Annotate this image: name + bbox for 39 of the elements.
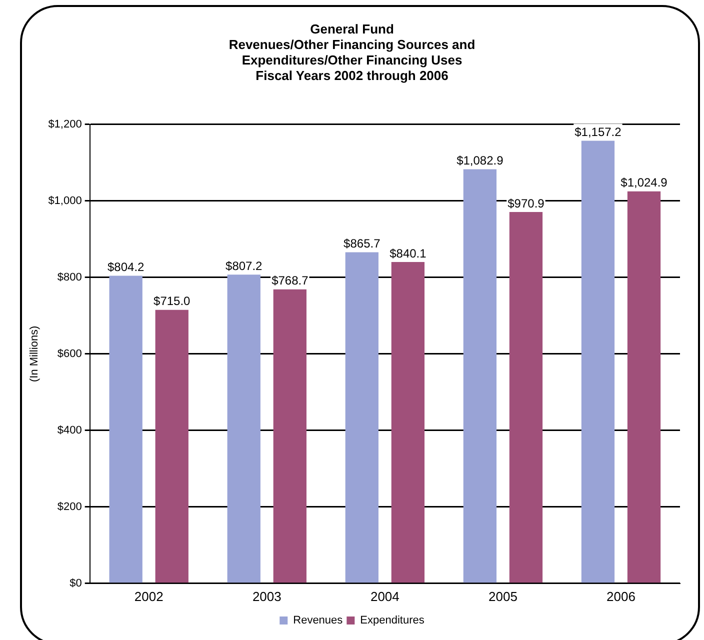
- bar: [463, 169, 497, 583]
- data-label: $1,024.9: [620, 176, 668, 190]
- bar: [273, 289, 306, 583]
- y-tick-label: $400: [57, 424, 82, 436]
- text: Revenues/Other Financing Sources and: [228, 36, 476, 52]
- data-label: $865.7: [344, 236, 381, 251]
- data-label: $970.9: [508, 196, 545, 210]
- data-label: $840.1: [390, 246, 427, 260]
- y-tick-label: $1,000: [48, 194, 82, 207]
- y-tick-label: $800: [57, 271, 82, 284]
- x-tick-label: 2006: [606, 588, 636, 604]
- text: General Fund: [310, 21, 394, 36]
- x-tick-label: 2005: [488, 588, 518, 604]
- bar: [155, 310, 188, 583]
- x-tick-label: 2004: [370, 588, 400, 604]
- bar: [627, 191, 661, 583]
- y-axis-title: (In Millions): [28, 326, 41, 382]
- y-tick-label: $200: [57, 500, 82, 513]
- data-label: $768.7: [272, 274, 309, 288]
- data-label: $1,082.9: [456, 154, 504, 168]
- text: Expenditures/Other Financing Uses: [242, 52, 462, 68]
- bar: [345, 252, 378, 583]
- data-label: $715.0: [154, 294, 191, 308]
- bar: [391, 262, 425, 583]
- y-tick-label: $600: [57, 348, 82, 360]
- bar: [581, 140, 615, 583]
- data-label: $804.2: [107, 260, 145, 274]
- x-tick-label: 2003: [252, 588, 282, 604]
- x-tick-label: 2002: [134, 588, 164, 604]
- bar: [109, 276, 142, 583]
- data-label: $807.2: [226, 258, 263, 273]
- legend-label: Expenditures: [360, 614, 425, 627]
- y-tick-label: $1,200: [48, 118, 82, 130]
- legend-label: Revenues: [293, 614, 344, 627]
- bar: [227, 274, 260, 583]
- y-tick-label: $0: [70, 577, 82, 590]
- data-label: $1,157.2: [574, 125, 622, 140]
- text: Fiscal Years 2002 through 2006: [256, 68, 448, 84]
- bar: [509, 212, 543, 583]
